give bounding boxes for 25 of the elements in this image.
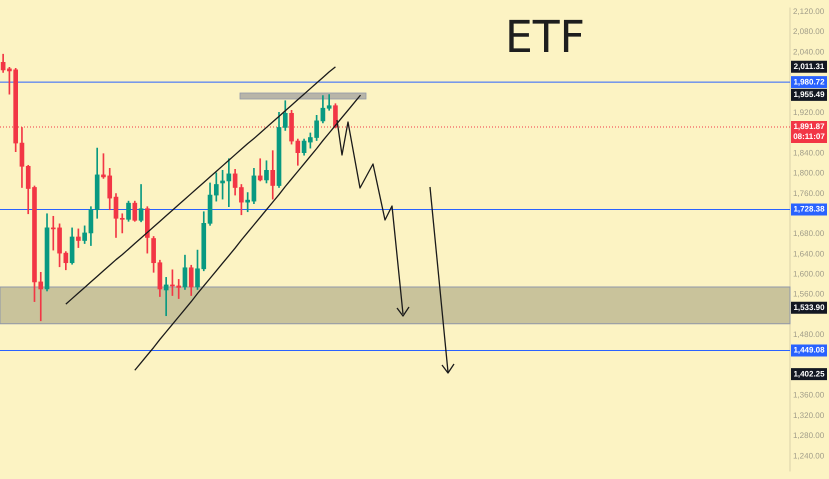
annotation: 1,402.25 (793, 369, 826, 378)
y-tick-label: 1,480.00 (793, 330, 825, 340)
ref-line-label: 1,728.38 (793, 204, 826, 214)
chart-title: ETF (505, 12, 585, 64)
ref-line-label: 1,980.72 (793, 77, 826, 86)
y-tick-label: 1,560.00 (793, 290, 825, 299)
y-tick-label: 1,760.00 (793, 188, 825, 198)
y-tick-label: 1,920.00 (793, 108, 825, 117)
annotation: 2,011.31 (794, 62, 825, 71)
y-tick-label: 1,240.00 (793, 451, 825, 460)
y-tick-label: 1,600.00 (793, 270, 825, 279)
y-tick-label: 2,040.00 (793, 47, 825, 56)
y-tick-label: 2,120.00 (793, 7, 825, 16)
ref-line-label: 1,891.87 08:11:07 (793, 122, 826, 142)
y-tick-label: 1,280.00 (793, 431, 825, 440)
annotation: 1,955.49 (793, 90, 826, 100)
y-tick-label: 2,080.00 (793, 27, 825, 36)
y-tick-label: 1,640.00 (793, 249, 825, 258)
annotation: 1,533.90 (793, 302, 826, 312)
y-tick-label: 1,680.00 (793, 229, 825, 238)
y-tick-label: 1,840.00 (793, 148, 825, 158)
ref-line-label: 1,449.08 (793, 346, 826, 355)
y-tick-label: 1,800.00 (793, 168, 825, 178)
y-tick-label: 1,320.00 (793, 410, 825, 420)
y-tick-label: 1,360.00 (793, 390, 825, 400)
